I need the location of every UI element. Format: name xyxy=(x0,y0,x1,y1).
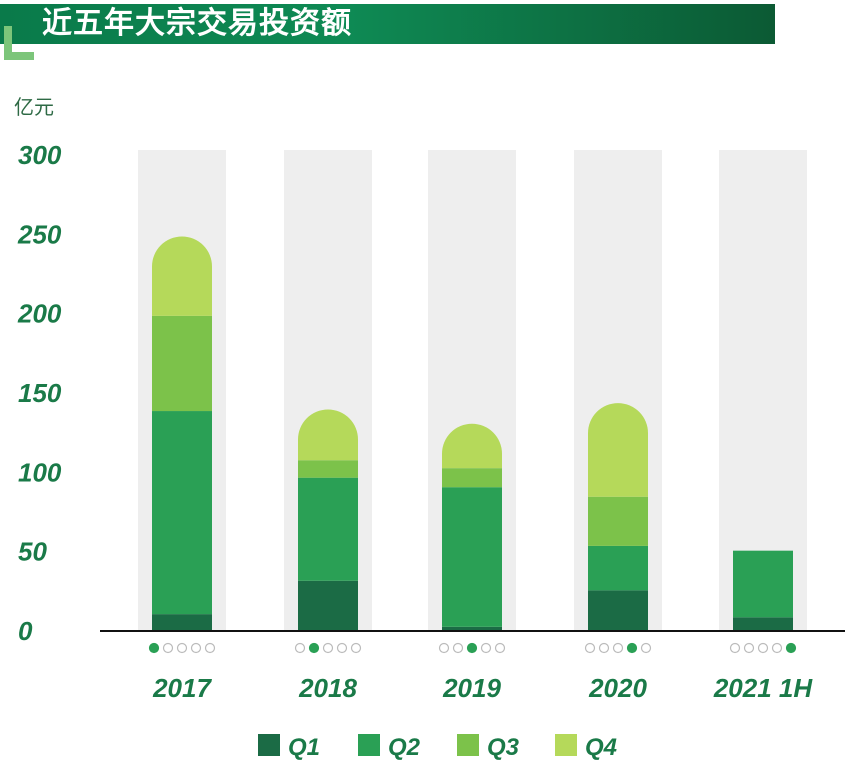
quarter-dot xyxy=(480,642,492,654)
quarter-dot xyxy=(494,642,506,654)
legend-swatch-q3 xyxy=(457,734,479,756)
quarter-dot xyxy=(336,642,348,654)
legend-swatch-q4 xyxy=(555,734,577,756)
quarter-dot-active xyxy=(626,642,638,654)
quarter-dot xyxy=(729,642,741,654)
y-tick-label: 50 xyxy=(18,537,47,567)
bar-2017-q3 xyxy=(152,315,212,412)
bar-track-4 xyxy=(719,150,807,630)
bar-2018-q1 xyxy=(298,580,358,630)
y-tick-label: 250 xyxy=(17,219,62,249)
bar-2017-q1 xyxy=(152,614,212,630)
quarter-dot xyxy=(322,642,334,654)
quarter-dot xyxy=(757,642,769,654)
bar-2021-1H-q1 xyxy=(733,617,793,630)
x-tick-label: 2018 xyxy=(298,673,357,703)
quarter-dot xyxy=(204,642,216,654)
bar-2019-q2 xyxy=(442,487,502,627)
legend-swatch-q1 xyxy=(258,734,280,756)
quarter-dot-active xyxy=(785,642,797,654)
y-tick-label: 300 xyxy=(18,140,62,170)
quarter-dot xyxy=(743,642,755,654)
quarter-dot xyxy=(771,642,783,654)
y-axis-unit-label: 亿元 xyxy=(14,95,54,119)
title-corner-decoration xyxy=(4,26,34,60)
bar-2020-q4 xyxy=(588,403,648,497)
bar-2020-q3 xyxy=(588,496,648,546)
bar-2017-q4 xyxy=(152,236,212,316)
y-tick-label: 200 xyxy=(17,299,62,329)
quarter-dot-active xyxy=(466,642,478,654)
bar-2018-q4 xyxy=(298,409,358,461)
bar-2017-q2 xyxy=(152,411,212,615)
bar-2019-q3 xyxy=(442,468,502,488)
quarter-dot xyxy=(438,642,450,654)
quarter-dot xyxy=(598,642,610,654)
legend-swatch-q2 xyxy=(358,734,380,756)
bar-2020-q2 xyxy=(588,545,648,591)
quarter-dot xyxy=(162,642,174,654)
legend-label-q1: Q1 xyxy=(288,734,320,761)
quarter-dot xyxy=(640,642,652,654)
x-tick-label: 2021 1H xyxy=(713,673,814,703)
bar-2019-q4 xyxy=(442,423,502,469)
y-tick-label: 100 xyxy=(18,457,62,487)
quarter-dot xyxy=(612,642,624,654)
quarter-dot xyxy=(294,642,306,654)
legend-label-q2: Q2 xyxy=(388,734,421,761)
quarter-dot xyxy=(350,642,362,654)
quarter-dot-active xyxy=(148,642,160,654)
quarter-dot-active xyxy=(308,642,320,654)
bar-2020-q1 xyxy=(588,590,648,630)
x-tick-label: 2017 xyxy=(152,673,212,703)
quarter-dot xyxy=(176,642,188,654)
bar-2021-1H-q2 xyxy=(733,550,793,618)
title-bar xyxy=(0,4,775,44)
bar-2019-q1 xyxy=(442,626,502,630)
page-title: 近五年大宗交易投资额 xyxy=(42,6,352,41)
quarter-dot xyxy=(452,642,464,654)
y-tick-label: 150 xyxy=(18,378,62,408)
y-tick-label: 0 xyxy=(18,616,33,646)
legend-label-q3: Q3 xyxy=(487,734,520,761)
x-tick-label: 2020 xyxy=(588,673,647,703)
legend-label-q4: Q4 xyxy=(585,734,617,761)
x-tick-label: 2019 xyxy=(442,673,501,703)
quarter-dot xyxy=(584,642,596,654)
bar-2018-q2 xyxy=(298,477,358,581)
quarter-dot xyxy=(190,642,202,654)
bar-2018-q3 xyxy=(298,460,358,478)
